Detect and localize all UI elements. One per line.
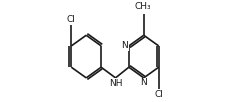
Text: NH: NH — [108, 79, 122, 88]
Text: N: N — [121, 41, 128, 50]
Text: Cl: Cl — [154, 90, 162, 99]
Text: N: N — [140, 78, 147, 87]
Text: CH₃: CH₃ — [134, 2, 150, 11]
Text: Cl: Cl — [67, 15, 75, 24]
